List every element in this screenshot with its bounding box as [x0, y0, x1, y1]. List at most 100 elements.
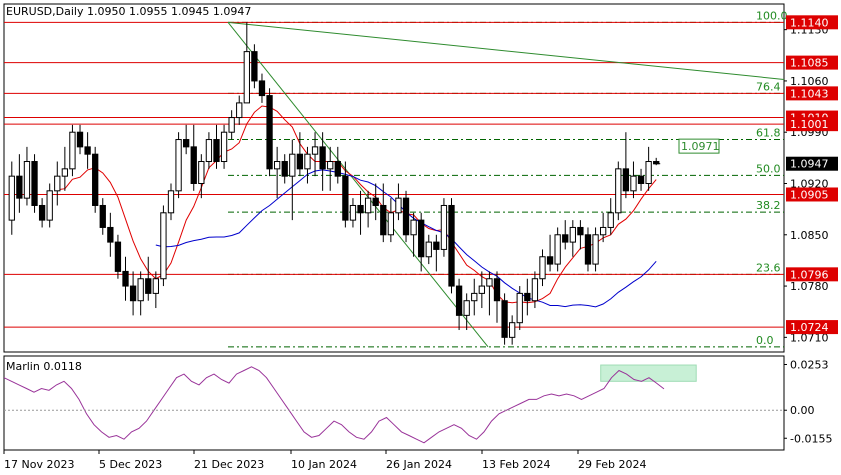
fib-label: 61.8 — [756, 127, 781, 140]
candle-body — [236, 102, 243, 119]
candle-body — [198, 161, 205, 184]
level-label: 1.0724 — [790, 321, 829, 334]
candle-body — [76, 131, 84, 148]
candle-body — [478, 285, 485, 294]
current-price-bg — [786, 156, 838, 171]
candle-body — [54, 175, 61, 192]
level-label-bg — [786, 117, 838, 132]
candle-body — [107, 226, 114, 243]
y-tick-label: 1.0850 — [790, 229, 829, 242]
candle-body — [455, 285, 463, 316]
candle-body — [395, 197, 402, 214]
candle-body — [463, 300, 470, 316]
trend-line — [227, 22, 489, 348]
candle-body — [418, 219, 425, 258]
x-tick-label: 5 Dec 2023 — [99, 458, 162, 471]
candle-body — [46, 190, 53, 221]
level-label-bg — [786, 267, 838, 282]
y-tick-label: 1.0710 — [790, 331, 829, 344]
candle-body — [342, 175, 349, 221]
candle-body — [319, 146, 326, 170]
candle-body — [493, 278, 501, 302]
candle-body — [349, 204, 357, 221]
candle-body — [38, 204, 46, 221]
candle-body — [645, 161, 652, 184]
candle-body — [387, 212, 395, 236]
candle-body — [84, 146, 91, 155]
osc-y-tick-label: 0.00 — [790, 404, 815, 417]
candle-body — [145, 278, 152, 294]
y-tick-label: 1.0920 — [790, 177, 829, 190]
fib-label: 0.0 — [756, 334, 774, 347]
axes: 1.11301.10601.09901.09201.08501.07801.07… — [3, 15, 838, 471]
fib-label: 38.2 — [756, 199, 781, 212]
candle-body — [607, 212, 614, 228]
candle-body — [531, 278, 539, 302]
candle-body — [31, 161, 38, 206]
candle-body — [448, 204, 455, 287]
candle-body — [637, 175, 645, 184]
marlin-line — [3, 366, 665, 444]
osc-y-tick-label: -0.0155 — [790, 432, 832, 445]
candle-body — [501, 300, 508, 338]
candle-body — [190, 146, 197, 184]
fib-label: 23.6 — [756, 261, 781, 274]
red-moving-average — [57, 105, 657, 304]
candle-body — [433, 241, 440, 250]
x-tick-label: 10 Jan 2024 — [291, 458, 357, 471]
osc-y-tick-label: 0.0253 — [790, 358, 829, 371]
oscillator-pane-border — [3, 355, 785, 451]
annotation-box — [678, 138, 720, 154]
candle-body — [273, 161, 281, 170]
annotation-label: 1.0971 — [681, 140, 720, 153]
level-label: 1.1001 — [790, 118, 829, 131]
level-label-bg — [786, 86, 838, 101]
candle-body — [524, 292, 531, 302]
candle-body — [266, 95, 273, 170]
candle-body — [471, 292, 478, 302]
candle-body — [289, 153, 296, 177]
candle-body — [137, 278, 144, 302]
candle-body — [167, 190, 175, 214]
candle-body — [562, 234, 569, 243]
candle-body — [592, 234, 599, 265]
candle-body — [304, 153, 311, 170]
level-label: 1.1140 — [790, 16, 829, 29]
candle-body — [577, 226, 584, 236]
candle-body — [129, 285, 137, 302]
candle-body — [516, 292, 523, 324]
highlight-box — [600, 364, 697, 382]
level-label: 1.1085 — [790, 57, 829, 70]
candle-body — [622, 168, 630, 192]
current-price-label: 1.0947 — [790, 158, 829, 171]
candle-body — [16, 175, 23, 199]
candle-body — [99, 204, 106, 228]
candle-body — [258, 80, 266, 97]
candle-body — [554, 234, 561, 265]
candle-body — [296, 153, 304, 170]
candle-body — [630, 175, 637, 192]
candle-body — [569, 226, 576, 243]
candle-body — [334, 161, 341, 177]
candle-body — [8, 175, 15, 221]
oscillator-title: Marlin 0.0118 — [6, 360, 82, 373]
x-tick-label: 29 Feb 2024 — [578, 458, 646, 471]
price-chart-title: EURUSD,Daily 1.0950 1.0955 1.0945 1.0947 — [6, 5, 251, 18]
x-tick-label: 13 Feb 2024 — [482, 458, 550, 471]
candle-body — [546, 256, 554, 265]
candle-body — [183, 139, 190, 148]
candle-body — [372, 197, 379, 206]
candle-body — [584, 234, 592, 265]
candle-body — [213, 139, 220, 163]
candle-body — [92, 153, 99, 206]
oscillator-pane — [3, 355, 785, 451]
level-label: 1.0796 — [790, 268, 829, 281]
candle-body — [69, 131, 76, 170]
candle-body — [152, 278, 159, 294]
y-tick-label: 1.1060 — [790, 75, 829, 88]
candle-body — [175, 139, 182, 192]
candle-body — [311, 146, 319, 155]
candle-body — [402, 197, 410, 236]
x-tick-label: 26 Jan 2024 — [386, 458, 452, 471]
